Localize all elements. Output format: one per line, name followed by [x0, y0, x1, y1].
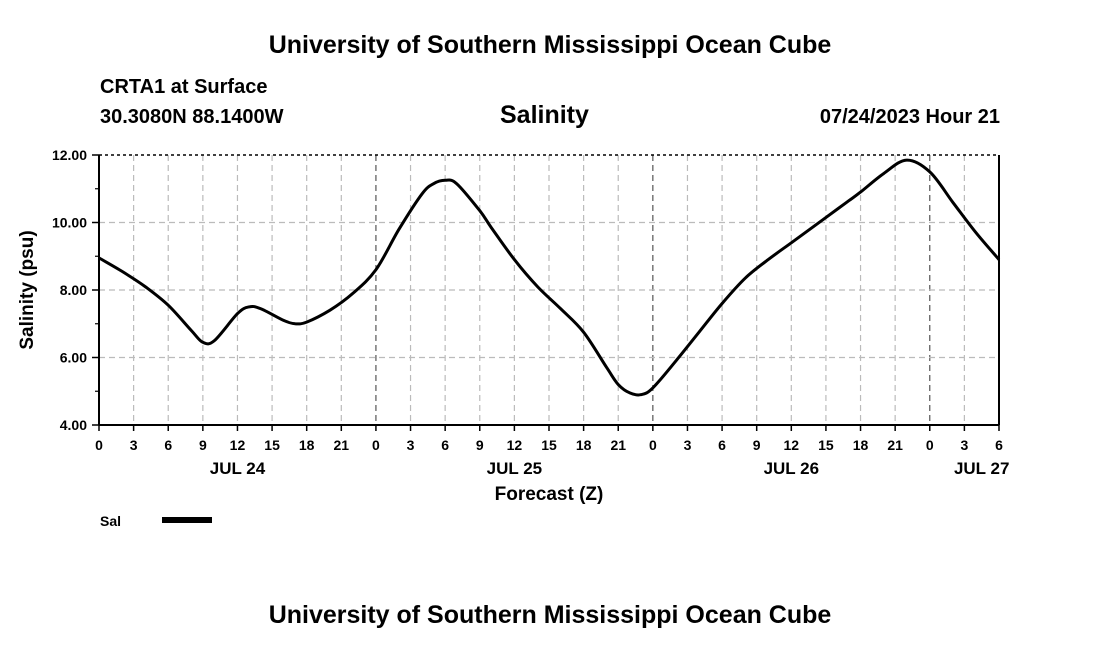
x-tick-label: 21 [610, 437, 626, 453]
page-title-bottom: University of Southern Mississippi Ocean… [268, 601, 832, 629]
station-label: CRTA1 at Surface [100, 76, 268, 98]
y-axis: 4.00 6.00 8.00 10.00 12.00 [52, 147, 99, 433]
location-label: 30.3080N 88.1400W [100, 106, 284, 128]
x-tick-label: 3 [407, 437, 415, 453]
x-tick-label: 6 [718, 437, 726, 453]
x-tick-label: 12 [784, 437, 800, 453]
day-label: JUL 25 [487, 459, 542, 478]
day-label: JUL 24 [210, 459, 266, 478]
y-tick-label: 6.00 [60, 350, 87, 366]
chart-title: Salinity [500, 101, 589, 129]
y-tick-label: 8.00 [60, 282, 87, 298]
x-tick-label: 0 [649, 437, 657, 453]
legend-label-sal: Sal [100, 513, 121, 529]
page-title-top: University of Southern Mississippi Ocean… [268, 31, 832, 59]
x-tick-label: 15 [818, 437, 834, 453]
x-tick-label: 15 [264, 437, 280, 453]
series-line-sal [98, 158, 1001, 397]
x-tick-label: 9 [199, 437, 207, 453]
day-label: JUL 27 [954, 459, 1009, 478]
x-tick-label: 3 [130, 437, 138, 453]
x-tick-label: 15 [541, 437, 557, 453]
x-tick-label: 0 [95, 437, 103, 453]
x-axis-label: Forecast (Z) [495, 484, 604, 505]
x-tick-label: 3 [684, 437, 692, 453]
day-label: JUL 26 [764, 459, 819, 478]
x-tick-label: 9 [476, 437, 484, 453]
x-tick-label: 0 [926, 437, 934, 453]
x-axis: 0 3 6 9 12 15 18 21 0 3 6 9 12 15 18 21 0 3 6 9 12 15 18 21 0 3 6 [95, 425, 1003, 453]
y-tick-label: 4.00 [60, 417, 87, 433]
x-tick-label: 0 [372, 437, 380, 453]
day-labels: JUL 24 JUL 25 JUL 26 JUL 27 [210, 459, 1010, 478]
y-tick-label: 10.00 [52, 215, 87, 231]
series-layer [98, 158, 1001, 397]
x-tick-label: 18 [576, 437, 592, 453]
x-tick-label: 6 [995, 437, 1003, 453]
x-tick-label: 21 [334, 437, 350, 453]
x-tick-label: 12 [230, 437, 246, 453]
x-tick-label: 6 [441, 437, 449, 453]
x-tick-label: 18 [299, 437, 315, 453]
chart-grid [99, 155, 999, 425]
x-tick-label: 18 [853, 437, 869, 453]
y-axis-label: Salinity (psu) [17, 230, 38, 349]
x-tick-label: 6 [164, 437, 172, 453]
y-tick-label: 12.00 [52, 147, 87, 163]
x-tick-label: 3 [960, 437, 968, 453]
x-tick-label: 12 [507, 437, 523, 453]
timestamp-label: 07/24/2023 Hour 21 [819, 106, 1000, 128]
x-tick-label: 21 [887, 437, 903, 453]
x-tick-label: 9 [753, 437, 761, 453]
legend: Sal [100, 513, 212, 529]
